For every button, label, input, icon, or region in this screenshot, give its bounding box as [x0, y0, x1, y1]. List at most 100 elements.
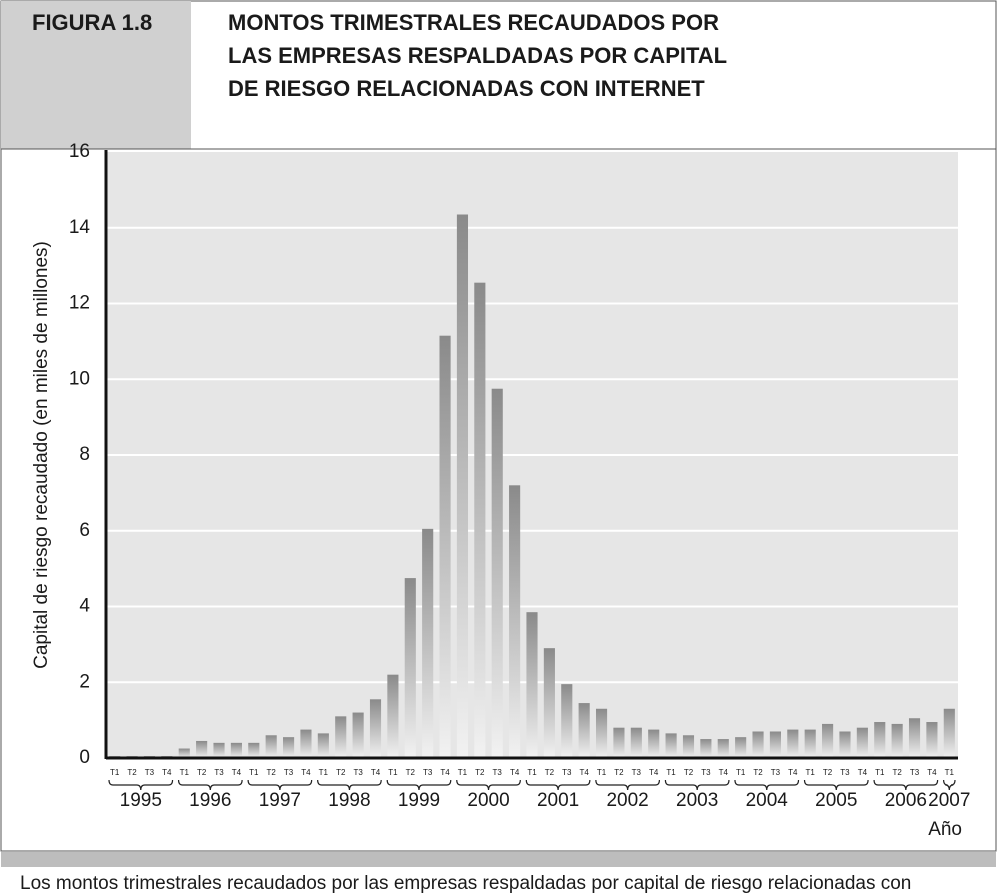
bar: [926, 722, 938, 758]
x-tick-label: T1: [597, 768, 607, 777]
x-tick-label: T2: [475, 768, 485, 777]
bar: [265, 735, 277, 758]
bar: [439, 335, 451, 758]
year-label: 1997: [259, 790, 301, 811]
year-brace: [108, 779, 174, 791]
x-tick-label: T1: [875, 768, 885, 777]
x-tick-label: T2: [684, 768, 694, 777]
bar: [248, 742, 260, 758]
x-tick-label: T2: [545, 768, 555, 777]
x-tick-label: T3: [701, 768, 711, 777]
year-brace: [386, 779, 452, 791]
bar: [196, 740, 208, 758]
x-tick-label: T4: [579, 768, 589, 777]
label-box: [1, 1, 191, 149]
x-tick-label: T2: [823, 768, 833, 777]
x-tick-label: T1: [388, 768, 398, 777]
x-tick-label: T3: [771, 768, 781, 777]
year-label: 1995: [120, 790, 162, 811]
year-label: 2006: [885, 790, 927, 811]
bar: [717, 739, 729, 758]
x-tick-label: T2: [127, 768, 137, 777]
bar: [404, 578, 416, 758]
year-label: 2003: [676, 790, 718, 811]
x-tick-label: T1: [666, 768, 676, 777]
year-brace: [734, 779, 800, 791]
x-tick-label: T1: [806, 768, 816, 777]
bar: [335, 716, 347, 758]
x-tick-label: T4: [510, 768, 520, 777]
x-tick-label: T2: [753, 768, 763, 777]
bar: [317, 733, 329, 758]
bar: [787, 729, 799, 758]
bar: [856, 727, 868, 758]
year-brace: [803, 779, 869, 791]
bar: [369, 699, 382, 758]
bar: [526, 612, 538, 758]
x-tick-label: T4: [440, 768, 450, 777]
x-tick-label: T3: [632, 768, 642, 777]
x-tick-label: T4: [649, 768, 659, 777]
y-tick-label: 14: [69, 217, 91, 238]
year-label: 2007: [928, 790, 970, 811]
bar: [613, 727, 625, 758]
year-label: 1998: [328, 790, 370, 811]
x-tick-label: T4: [927, 768, 937, 777]
x-tick-label: T3: [562, 768, 572, 777]
x-tick-label: T3: [353, 768, 363, 777]
bar: [283, 737, 295, 758]
x-tick-label: T4: [371, 768, 381, 777]
bar: [804, 729, 816, 758]
bar: [822, 723, 834, 758]
x-tick-label: T4: [719, 768, 729, 777]
bar: [543, 648, 555, 758]
bar: [456, 214, 469, 758]
year-brace: [943, 779, 956, 791]
year-brace: [456, 779, 521, 791]
y-tick-label: 16: [69, 141, 90, 162]
x-tick-label: T4: [301, 768, 311, 777]
year-label: 1999: [398, 790, 440, 811]
x-tick-label: T4: [162, 768, 172, 777]
x-tick-label: T2: [197, 768, 207, 777]
bar: [595, 708, 608, 758]
bar: [839, 731, 851, 758]
y-tick-label: 0: [79, 747, 90, 768]
bar: [387, 674, 399, 758]
x-tick-label: T1: [319, 768, 329, 777]
y-tick-label: 12: [69, 293, 90, 314]
bar: [908, 718, 921, 758]
x-axis-label: Año: [928, 819, 962, 840]
bar: [474, 282, 486, 758]
y-tick-label: 6: [79, 520, 90, 541]
year-label: 2001: [537, 790, 579, 811]
bar: [578, 703, 590, 758]
x-tick-label: T4: [788, 768, 798, 777]
x-tick-label: T1: [736, 768, 746, 777]
y-tick-label: 8: [79, 444, 90, 465]
x-tick-label: T1: [458, 768, 468, 777]
year-brace: [247, 779, 313, 791]
x-tick-label: T1: [249, 768, 259, 777]
bar: [630, 727, 642, 758]
year-label: 2000: [467, 790, 509, 811]
x-tick-label: T4: [858, 768, 868, 777]
chart-title: MONTOS TRIMESTRALES RECAUDADOS POR: [228, 10, 719, 35]
x-tick-label: T3: [840, 768, 850, 777]
bar: [700, 739, 712, 758]
bar: [178, 748, 190, 758]
x-tick-label: T1: [527, 768, 537, 777]
x-tick-label: T3: [214, 768, 224, 777]
separator-band: [1, 852, 996, 867]
year-brace: [664, 779, 730, 791]
x-tick-label: T1: [945, 768, 955, 777]
x-tick-label: T1: [110, 768, 120, 777]
x-tick-label: T3: [493, 768, 503, 777]
year-brace: [595, 779, 661, 791]
y-tick-label: 2: [79, 671, 90, 692]
bar: [300, 729, 312, 758]
chart-title: LAS EMPRESAS RESPALDADAS POR CAPITAL: [228, 43, 727, 68]
year-brace: [177, 779, 243, 791]
year-label: 2004: [746, 790, 789, 811]
x-tick-label: T3: [284, 768, 294, 777]
